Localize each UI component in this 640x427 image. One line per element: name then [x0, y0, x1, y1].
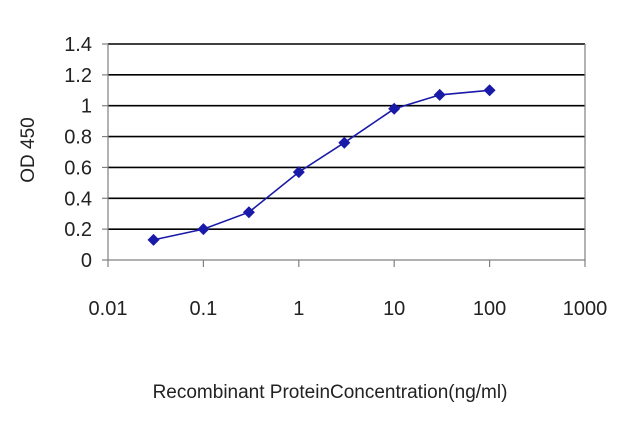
y-tick-label: 0.4 [64, 188, 92, 210]
data-point [338, 136, 351, 149]
y-tick-label: 0.8 [64, 127, 92, 149]
series-layer [147, 84, 496, 246]
data-point [242, 206, 255, 219]
data-point [388, 102, 401, 115]
y-tick-labels: 0 0.2 0.4 0.6 0.8 1 1.2 1.4 [64, 34, 92, 272]
x-tick-label: 1000 [563, 298, 608, 320]
grid-lines [108, 43, 585, 230]
data-point [483, 84, 496, 97]
y-tick-label: 1 [81, 96, 92, 118]
y-tick-label: 0.2 [64, 219, 92, 241]
series-line [153, 89, 490, 241]
x-axis-title: Recombinant ProteinConcentration(ng/ml) [153, 382, 508, 403]
data-point [292, 166, 305, 179]
x-tick-label: 10 [383, 298, 405, 320]
data-point [147, 233, 160, 246]
x-tick-label: 1 [293, 298, 304, 320]
x-tick-label: 0.1 [189, 298, 217, 320]
y-axis-title: OD 450 [18, 117, 39, 182]
axes [102, 43, 586, 267]
y-tick-label: 0 [81, 250, 92, 272]
y-tick-label: 1.2 [64, 65, 92, 87]
data-point [197, 223, 210, 236]
x-tick-labels: 0.01 0.1 1 10 100 1000 [89, 298, 608, 320]
y-tick-label: 0.6 [64, 157, 92, 179]
x-tick-label: 0.01 [89, 298, 128, 320]
data-point [433, 88, 446, 101]
y-tick-label: 1.4 [64, 34, 92, 56]
x-tick-label: 100 [473, 298, 506, 320]
